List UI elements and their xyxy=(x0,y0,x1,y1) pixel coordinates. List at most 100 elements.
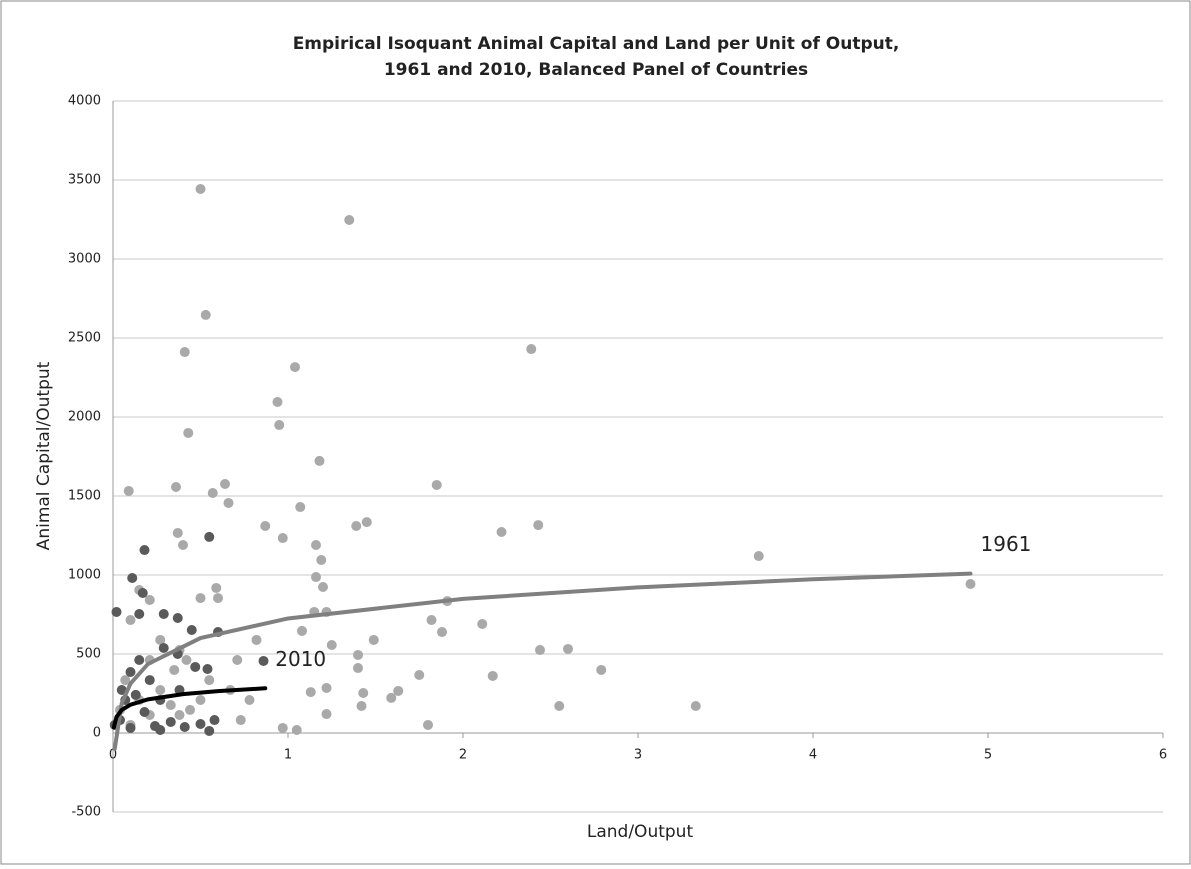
scatter-point xyxy=(204,531,215,542)
scatter-point xyxy=(277,722,288,733)
scatter-point xyxy=(477,618,488,629)
scatter-point xyxy=(195,184,206,195)
trend-line xyxy=(112,571,973,751)
scatter-point xyxy=(753,551,764,562)
scatter-point xyxy=(165,716,176,727)
scatter-point xyxy=(321,682,332,693)
scatter-point xyxy=(344,214,355,225)
scatter-point xyxy=(155,685,166,696)
scatter-point xyxy=(358,688,369,699)
scatter-point xyxy=(290,362,300,373)
scatter-point xyxy=(258,655,269,666)
scatter-point xyxy=(353,649,363,660)
scatter-point xyxy=(526,344,537,355)
scatter-point xyxy=(311,572,321,583)
scatter-point xyxy=(139,545,150,556)
x-tick-label: 1 xyxy=(284,748,292,763)
x-tick-label: 6 xyxy=(1159,748,1167,763)
scatter-point xyxy=(179,347,190,358)
scatter-point xyxy=(130,689,141,700)
scatter-point xyxy=(232,655,243,666)
scatter-point xyxy=(181,655,192,666)
scatter-point xyxy=(414,670,425,681)
scatter-point xyxy=(111,606,122,617)
scatter-point xyxy=(596,664,607,675)
chart-title: 1961 and 2010, Balanced Panel of Countri… xyxy=(384,60,808,80)
x-tick-label: 2 xyxy=(459,748,467,763)
scatter-point xyxy=(305,687,316,698)
scatter-point xyxy=(393,685,404,696)
y-tick-label: 2500 xyxy=(68,331,101,346)
scatter-point xyxy=(185,704,195,715)
scatter-point xyxy=(195,694,206,705)
scatter-point xyxy=(211,582,222,593)
scatter-point xyxy=(120,675,131,686)
scatter-point xyxy=(437,627,447,638)
y-axis-label: Animal Capital/Output xyxy=(34,361,54,550)
scatter-point xyxy=(123,485,134,496)
scatter-point xyxy=(274,420,285,431)
scatter-point xyxy=(554,700,565,711)
trend-line xyxy=(111,686,268,730)
scatter-point xyxy=(174,709,185,720)
scatter-point xyxy=(295,502,306,513)
scatter-point xyxy=(423,719,433,730)
y-tick-label: -500 xyxy=(71,805,101,820)
scatter-point xyxy=(165,700,176,711)
scatter-point xyxy=(209,715,220,726)
scatter-point xyxy=(496,527,507,538)
scatter-point xyxy=(314,455,325,466)
scatter-point xyxy=(318,582,328,593)
scatter-point xyxy=(291,724,302,735)
scatter-point xyxy=(235,715,246,726)
scatter-point xyxy=(220,478,230,489)
y-tick-label: 3000 xyxy=(68,252,101,267)
scatter-point xyxy=(183,427,194,438)
scatter-point xyxy=(158,642,169,653)
scatter-point xyxy=(356,700,367,711)
scatter-point xyxy=(155,634,166,645)
scatter-point xyxy=(172,612,183,623)
scatter-point xyxy=(965,579,976,590)
scatter-point xyxy=(431,479,442,490)
scatter-point xyxy=(134,609,145,620)
scatter-point xyxy=(134,655,145,666)
scatter-point xyxy=(200,309,211,320)
y-tick-label: 1500 xyxy=(68,489,101,504)
x-tick-label: 0 xyxy=(109,748,117,763)
scatter-point xyxy=(125,615,136,626)
scatter-point xyxy=(426,615,437,626)
scatter-point xyxy=(155,724,166,735)
scatter-point xyxy=(137,588,148,599)
scatter-point xyxy=(361,517,372,528)
scatter-point xyxy=(368,634,379,645)
scatter-point xyxy=(563,643,573,654)
scatter-point xyxy=(125,722,136,733)
scatter-point xyxy=(386,692,397,703)
scatter-point xyxy=(190,661,201,672)
scatter-point xyxy=(297,625,307,636)
scatter-point xyxy=(186,624,197,635)
scatter-point xyxy=(172,527,183,538)
scatter-point xyxy=(533,520,544,531)
y-tick-label: 0 xyxy=(93,726,101,741)
scatter-point xyxy=(195,718,206,729)
scatter-point xyxy=(207,487,218,498)
scatter-point xyxy=(272,396,283,407)
scatter-point xyxy=(202,664,213,675)
scatter-point xyxy=(171,481,181,492)
x-tick-label: 4 xyxy=(809,748,817,763)
scatter-point xyxy=(178,539,188,550)
trend-label: 2010 xyxy=(275,647,326,671)
scatter-point xyxy=(316,554,327,565)
scatter-point xyxy=(139,706,150,717)
y-tick-label: 500 xyxy=(76,647,101,662)
y-tick-label: 1000 xyxy=(68,568,101,583)
y-tick-label: 3500 xyxy=(68,173,101,188)
scatter-point xyxy=(179,721,190,732)
scatter-point xyxy=(353,663,363,674)
scatter-point xyxy=(487,670,498,681)
x-tick-label: 5 xyxy=(984,748,992,763)
